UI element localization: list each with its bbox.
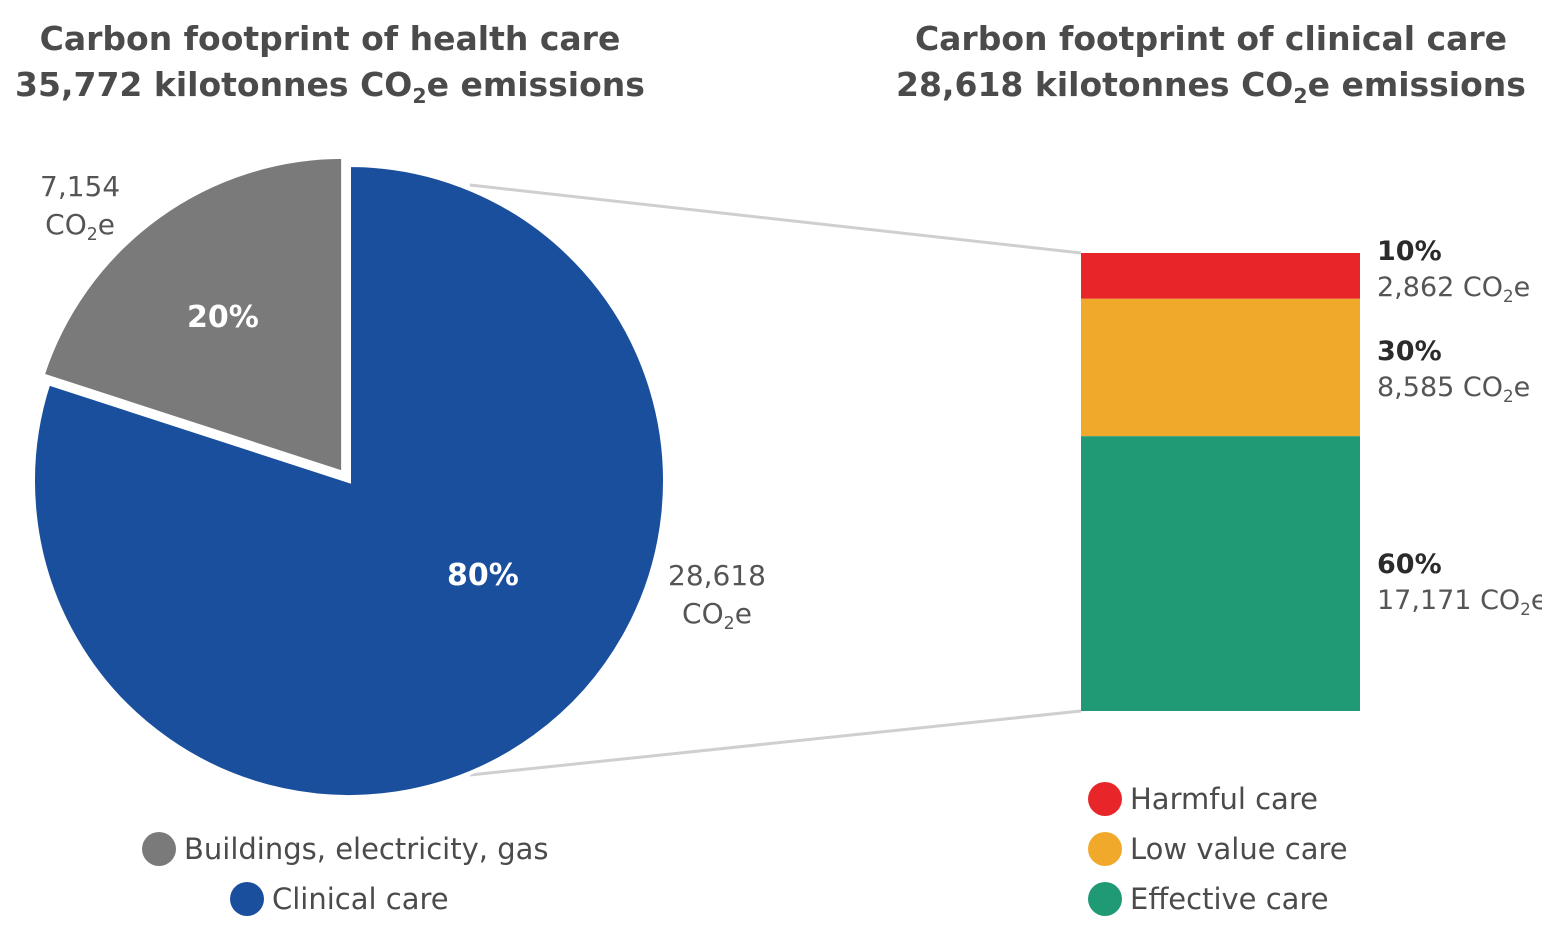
bar-segment-harmful-care bbox=[1081, 253, 1360, 299]
pie-percent-clinical: 80% bbox=[447, 558, 519, 593]
connector-line-top bbox=[469, 183, 1082, 255]
bar-segment-low-value-care bbox=[1081, 298, 1360, 437]
legend-swatch bbox=[230, 882, 264, 916]
bar-label-harmful-care: 10% 2,862 CO2e bbox=[1377, 236, 1531, 306]
pie-value-clinical: 28,618 CO2e bbox=[668, 559, 766, 635]
pie-legend-item: Buildings, electricity, gas bbox=[142, 824, 548, 874]
pie-chart-title: Carbon footprint of health care 35,772 k… bbox=[0, 16, 660, 108]
bar-legend-item: Low value care bbox=[1088, 824, 1348, 874]
pie-title-line2: 35,772 kilotonnes CO2e emissions bbox=[15, 65, 645, 109]
bar-label-low-value-care: 30% 8,585 CO2e bbox=[1377, 335, 1531, 406]
bar-legend-item: Harmful care bbox=[1088, 774, 1348, 824]
connector-line-bottom bbox=[469, 709, 1082, 777]
legend-swatch bbox=[142, 832, 176, 866]
pie-percent-buildings: 20% bbox=[187, 300, 259, 335]
legend-swatch bbox=[1088, 782, 1122, 816]
pie-value-buildings: 7,154 CO2e bbox=[40, 170, 121, 246]
bar-segment-effective-care bbox=[1081, 436, 1360, 711]
legend-label: Low value care bbox=[1130, 832, 1348, 866]
bar-title-line1: Carbon footprint of clinical care bbox=[914, 19, 1508, 58]
legend-label: Clinical care bbox=[272, 882, 449, 916]
bar-legend: Harmful care Low value care Effective care bbox=[1088, 774, 1348, 924]
legend-label: Buildings, electricity, gas bbox=[184, 832, 549, 866]
legend-label: Harmful care bbox=[1130, 782, 1318, 816]
pie-legend: Buildings, electricity, gas Clinical care bbox=[142, 824, 548, 924]
bar-chart-title: Carbon footprint of clinical care 28,618… bbox=[880, 16, 1542, 108]
pie-slice-buildings bbox=[40, 154, 346, 476]
bar-label-effective-care: 60% 17,171 CO2e bbox=[1377, 549, 1542, 620]
legend-swatch bbox=[1088, 882, 1122, 916]
legend-label: Effective care bbox=[1130, 882, 1329, 916]
pie-title-line1: Carbon footprint of health care bbox=[39, 19, 621, 58]
legend-swatch bbox=[1088, 832, 1122, 866]
bar-legend-item: Effective care bbox=[1088, 874, 1348, 924]
pie-slice-clinical-care bbox=[31, 162, 667, 799]
bar-title-line2: 28,618 kilotonnes CO2e emissions bbox=[896, 65, 1526, 109]
pie-legend-item: Clinical care bbox=[230, 874, 548, 924]
